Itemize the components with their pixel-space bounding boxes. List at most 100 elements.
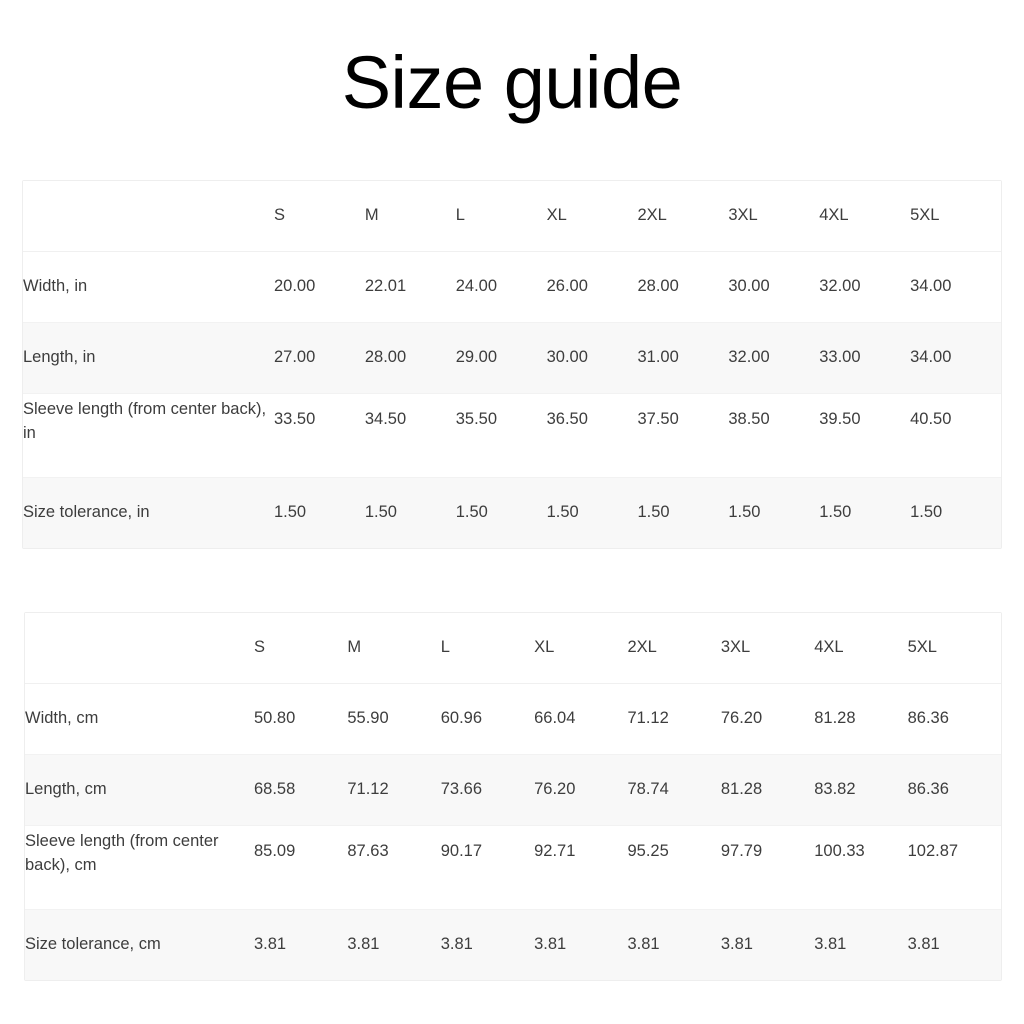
cell-value: 36.50 [546,393,638,478]
cell-value: 30.00 [728,251,820,323]
cell-value: 1.50 [364,477,456,548]
column-header-3xl: 3XL [720,613,815,684]
size-table-inches: S M L XL 2XL 3XL 4XL 5XL Width, in 20.00… [22,180,1002,549]
row-label: Sleeve length (from center back), in [23,393,274,478]
cell-value: 34.50 [364,393,456,478]
cell-value: 24.00 [455,251,547,323]
size-table-centimeters: S M L XL 2XL 3XL 4XL 5XL Width, cm 50.80… [24,612,1002,981]
cell-value: 102.87 [907,825,1001,910]
cell-value: 35.50 [455,393,547,478]
table-header-row: S M L XL 2XL 3XL 4XL 5XL [25,613,1001,684]
cell-value: 27.00 [274,322,365,394]
cell-value: 1.50 [910,477,1001,548]
table-row: Sleeve length (from center back), cm 85.… [25,825,1001,910]
cell-value: 68.58 [254,754,348,826]
cell-value: 40.50 [910,393,1001,478]
table-row: Length, in 27.00 28.00 29.00 30.00 31.00… [23,322,1001,394]
column-header-s: S [274,181,365,252]
row-label: Length, in [23,322,274,394]
column-header-m: M [364,181,456,252]
column-header-blank [23,181,274,252]
table-row: Size tolerance, in 1.50 1.50 1.50 1.50 1… [23,477,1001,548]
cell-value: 34.00 [910,322,1001,394]
cell-value: 3.81 [720,909,815,980]
table-row: Size tolerance, cm 3.81 3.81 3.81 3.81 3… [25,909,1001,980]
cell-value: 20.00 [274,251,365,323]
cell-value: 30.00 [546,322,638,394]
cell-value: 1.50 [274,477,365,548]
cell-value: 3.81 [814,909,908,980]
cell-value: 83.82 [814,754,908,826]
column-header-5xl: 5XL [910,181,1001,252]
cell-value: 50.80 [254,683,348,755]
cell-value: 76.20 [534,754,628,826]
row-label: Sleeve length (from center back), cm [25,825,254,910]
column-header-4xl: 4XL [814,613,908,684]
cell-value: 34.00 [910,251,1001,323]
column-header-2xl: 2XL [627,613,721,684]
cell-value: 1.50 [546,477,638,548]
cell-value: 95.25 [627,825,721,910]
cell-value: 39.50 [819,393,911,478]
cell-value: 32.00 [728,322,820,394]
cell-value: 3.81 [440,909,535,980]
column-header-blank [25,613,254,684]
cell-value: 3.81 [907,909,1001,980]
column-header-s: S [254,613,348,684]
cell-value: 71.12 [347,754,441,826]
cell-value: 38.50 [728,393,820,478]
cell-value: 3.81 [534,909,628,980]
cell-value: 60.96 [440,683,535,755]
table-row: Sleeve length (from center back), in 33.… [23,393,1001,478]
row-label: Size tolerance, cm [25,909,254,980]
cell-value: 92.71 [534,825,628,910]
row-label: Width, cm [25,683,254,755]
column-header-4xl: 4XL [819,181,911,252]
row-label: Size tolerance, in [23,477,274,548]
column-header-5xl: 5XL [907,613,1001,684]
cell-value: 32.00 [819,251,911,323]
cell-value: 1.50 [455,477,547,548]
table-row: Width, in 20.00 22.01 24.00 26.00 28.00 … [23,251,1001,323]
cell-value: 31.00 [637,322,729,394]
column-header-2xl: 2XL [637,181,729,252]
table-row: Width, cm 50.80 55.90 60.96 66.04 71.12 … [25,683,1001,755]
cell-value: 26.00 [546,251,638,323]
table-row: Length, cm 68.58 71.12 73.66 76.20 78.74… [25,754,1001,826]
cell-value: 97.79 [720,825,815,910]
cell-value: 85.09 [254,825,348,910]
cell-value: 37.50 [637,393,729,478]
size-table-inches-body: S M L XL 2XL 3XL 4XL 5XL Width, in 20.00… [23,181,1001,548]
cell-value: 33.50 [274,393,365,478]
cell-value: 81.28 [720,754,815,826]
cell-value: 28.00 [637,251,729,323]
cell-value: 71.12 [627,683,721,755]
cell-value: 87.63 [347,825,441,910]
size-table-inches-grid: S M L XL 2XL 3XL 4XL 5XL Width, in 20.00… [23,181,1001,548]
cell-value: 3.81 [627,909,721,980]
cell-value: 86.36 [907,683,1001,755]
size-table-centimeters-body: S M L XL 2XL 3XL 4XL 5XL Width, cm 50.80… [25,613,1001,980]
row-label: Width, in [23,251,274,323]
column-header-xl: XL [534,613,628,684]
cell-value: 66.04 [534,683,628,755]
cell-value: 3.81 [254,909,348,980]
cell-value: 1.50 [819,477,911,548]
cell-value: 86.36 [907,754,1001,826]
table-header-row: S M L XL 2XL 3XL 4XL 5XL [23,181,1001,252]
row-label: Length, cm [25,754,254,826]
cell-value: 73.66 [440,754,535,826]
column-header-l: L [440,613,535,684]
cell-value: 76.20 [720,683,815,755]
cell-value: 55.90 [347,683,441,755]
cell-value: 81.28 [814,683,908,755]
cell-value: 90.17 [440,825,535,910]
cell-value: 3.81 [347,909,441,980]
cell-value: 1.50 [637,477,729,548]
cell-value: 28.00 [364,322,456,394]
cell-value: 100.33 [814,825,908,910]
column-header-m: M [347,613,441,684]
cell-value: 1.50 [728,477,820,548]
column-header-xl: XL [546,181,638,252]
page-title: Size guide [341,41,683,124]
